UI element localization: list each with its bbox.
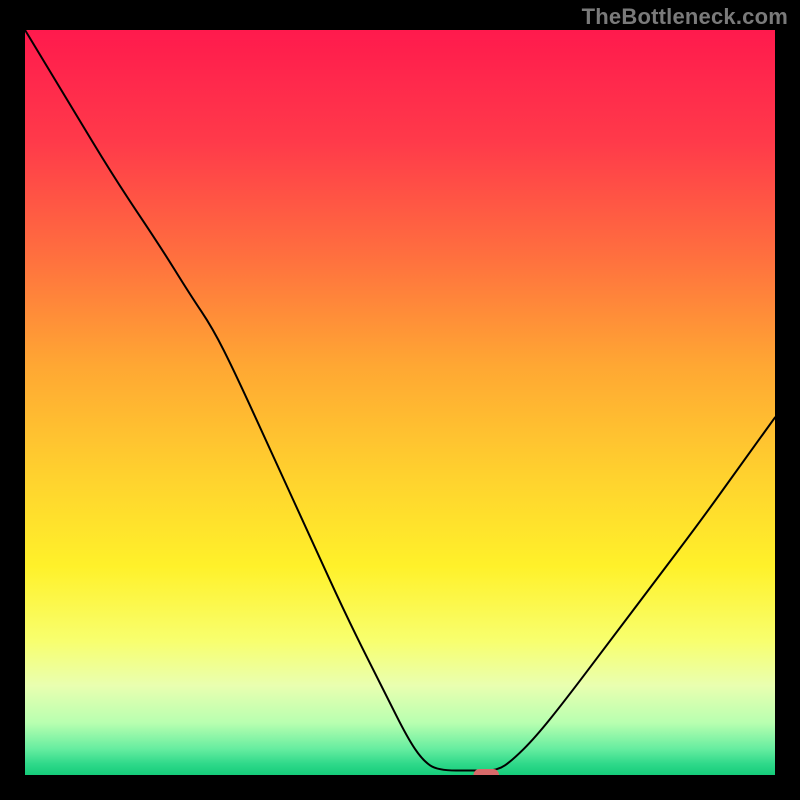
plot-area [25, 30, 775, 775]
gradient-background [25, 30, 775, 775]
bottleneck-curve-chart [25, 30, 775, 775]
attribution-label: TheBottleneck.com [582, 4, 788, 30]
chart-frame: TheBottleneck.com [0, 0, 800, 800]
optimal-marker [474, 769, 500, 775]
